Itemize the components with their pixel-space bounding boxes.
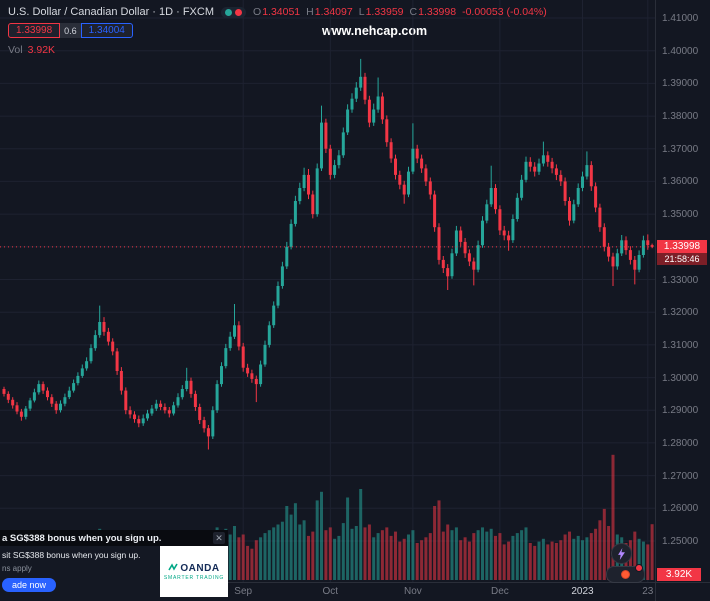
price-axis-label: 1.25000 <box>662 536 699 547</box>
oanda-logo-icon <box>168 563 179 571</box>
ohlc-change-value: -0.00053 (-0.04%) <box>462 6 547 18</box>
toggle-green-dot-icon <box>225 8 233 16</box>
price-axis-label: 1.41000 <box>662 13 699 24</box>
advertiser-tagline: SMARTER TRADING <box>163 574 225 581</box>
ad-popup: a SG$388 bonus when you sign up. ✕ sit S… <box>0 530 228 600</box>
candlestick-volume-canvas[interactable] <box>0 0 655 582</box>
axis-corner <box>655 582 710 601</box>
quick-trade-toggle[interactable] <box>221 6 247 18</box>
spread-value: 0.6 <box>60 23 81 38</box>
close-icon[interactable]: ✕ <box>213 532 225 544</box>
ohlc-high-label: H <box>306 6 314 18</box>
ad-terms-text: ns apply <box>2 564 32 573</box>
time-axis-label: Nov <box>403 586 422 597</box>
time-axis-label: Sep <box>234 586 253 597</box>
volume-axis-badge: 3.92K <box>657 568 701 581</box>
notification-dot-icon <box>635 564 643 572</box>
chart-pane[interactable] <box>0 0 655 582</box>
price-axis-label: 1.39000 <box>662 78 699 90</box>
bar-countdown-badge: 21:58:46 <box>657 253 707 265</box>
price-axis-label: 1.40000 <box>662 45 699 57</box>
time-axis-label: 2023 <box>571 586 594 597</box>
price-axis[interactable]: 1.41000 1.40000 1.39000 1.38000 1.37000 1.360… <box>655 0 710 582</box>
ohlc-open-value: 1.34051 <box>262 6 301 18</box>
price-axis-label: 1.26000 <box>662 503 699 515</box>
chart-header: U.S. Dollar / Canadian Dollar · 1D · FXC… <box>8 6 547 56</box>
ad-cta-button[interactable]: ade now <box>2 578 57 592</box>
volume-indicator-row: Vol 3.92K <box>8 44 547 56</box>
lightning-icon <box>618 547 625 560</box>
price-axis-label: 1.31000 <box>662 339 699 351</box>
lightning-boost-button[interactable] <box>611 543 632 564</box>
ohlc-open-label: O <box>253 6 262 18</box>
ohlc-low-label: L <box>358 6 365 18</box>
quote-panel: 1.33998 0.6 1.34004 <box>8 23 133 38</box>
price-axis-label: 1.37000 <box>662 143 699 155</box>
price-axis-label: 1.38000 <box>662 111 699 123</box>
price-axis-label: 1.28000 <box>662 437 699 449</box>
time-axis-label: Oct <box>322 586 339 597</box>
ohlc-readout: O1.34051 H1.34097 L1.33959 C1.33998 -0.0… <box>253 6 547 18</box>
price-axis-label: 1.35000 <box>662 209 699 221</box>
volume-value: 3.92K <box>27 44 56 56</box>
ohlc-high-value: 1.34097 <box>314 6 353 18</box>
ohlc-close-value: 1.33998 <box>418 6 457 18</box>
ohlc-close-label: C <box>409 6 418 18</box>
symbol-title[interactable]: U.S. Dollar / Canadian Dollar · 1D · FXC… <box>8 6 215 18</box>
time-axis-label: 23 <box>642 586 654 597</box>
advertiser-name: OANDA <box>180 562 220 574</box>
advertiser-card[interactable]: OANDA SMARTER TRADING <box>160 546 228 597</box>
sell-button[interactable]: 1.33998 <box>8 23 61 38</box>
current-price-badge: 1.33998 <box>657 240 707 253</box>
price-axis-label: 1.33000 <box>662 274 699 286</box>
buy-button[interactable]: 1.34004 <box>80 23 133 38</box>
price-axis-label: 1.27000 <box>662 470 699 482</box>
price-axis-label: 1.29000 <box>662 405 699 417</box>
toggle-red-dot-icon <box>235 8 243 16</box>
time-axis-label: Dec <box>490 586 509 597</box>
record-icon <box>621 570 630 579</box>
watermark: www.nehcap.com <box>322 24 428 38</box>
ohlc-low-value: 1.33959 <box>365 6 404 18</box>
ad-headline: a SG$388 bonus when you sign up. <box>2 532 162 544</box>
price-axis-label: 1.30000 <box>662 372 699 384</box>
price-axis-label: 1.32000 <box>662 307 699 319</box>
volume-label: Vol <box>8 44 23 56</box>
price-axis-label: 1.36000 <box>662 176 699 188</box>
reaction-pill[interactable] <box>606 564 645 583</box>
ad-body-text: sit SG$388 bonus when you sign up. <box>2 550 141 560</box>
